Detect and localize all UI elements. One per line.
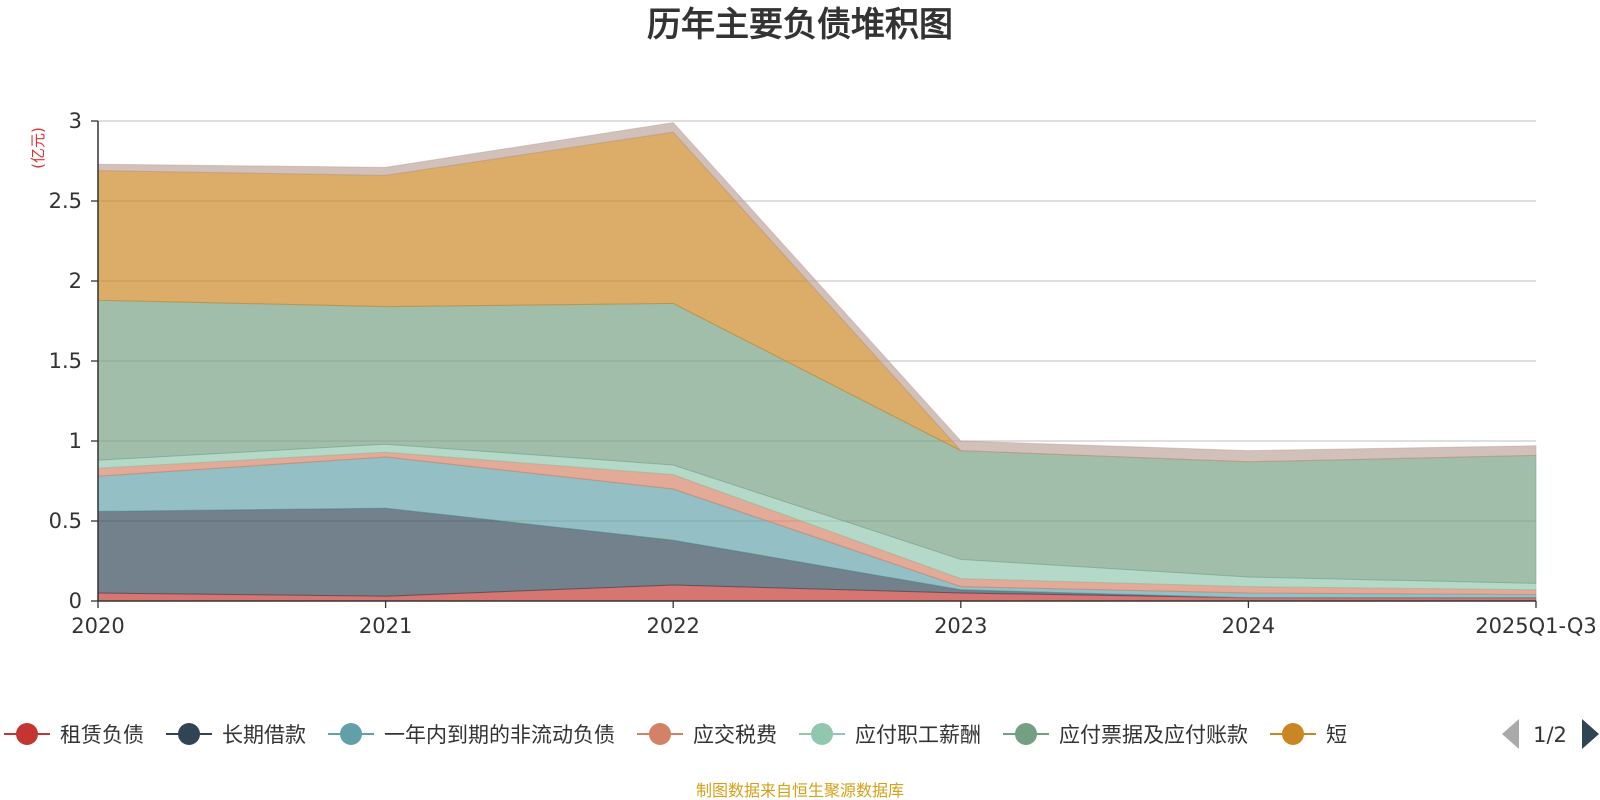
legend-page-indicator: 1/2 [1533, 723, 1567, 747]
legend-item[interactable]: 应付票据及应付账款 [1003, 723, 1248, 747]
y-tick-label: 0.5 [49, 509, 82, 533]
legend-marker-icon [1015, 723, 1037, 745]
axes: 0 0.5 1 1.5 2 2.5 3 2020 2021 2022 2023 2024 2025Q1-… [49, 109, 1597, 638]
legend-marker-icon [1282, 723, 1304, 745]
legend: 租赁负债 长期借款 一年内到期的非流动负债 应交税费 应付职工薪酬 应付票据及应付账款 短 1… [4, 719, 1599, 749]
legend-marker-icon [178, 723, 200, 745]
y-tick-label: 3 [69, 109, 82, 133]
legend-item[interactable]: 租赁负债 [4, 723, 144, 747]
legend-item[interactable]: 应付职工薪酬 [799, 723, 981, 747]
legend-marker-icon [340, 723, 362, 745]
legend-item[interactable]: 短 [1270, 723, 1347, 747]
chart-title: 历年主要负债堆积图 [647, 5, 953, 45]
y-tick-label: 2 [69, 269, 82, 293]
legend-label: 应付职工薪酬 [855, 723, 981, 747]
legend-marker-icon [649, 723, 671, 745]
data-source-note: 制图数据来自恒生聚源数据库 [696, 781, 904, 800]
area-series [97, 122, 1537, 602]
x-tick-label: 2020 [71, 614, 124, 638]
y-tick-label: 1.5 [49, 349, 82, 373]
y-unit-label: (亿元) [29, 127, 47, 169]
legend-next-page-icon[interactable] [1582, 719, 1599, 749]
y-tick-label: 2.5 [49, 189, 82, 213]
legend-label: 租赁负债 [60, 723, 144, 747]
legend-label: 一年内到期的非流动负债 [384, 723, 615, 747]
x-tick-label: 2023 [934, 614, 987, 638]
x-tick-label: 2021 [359, 614, 412, 638]
legend-prev-page-icon[interactable] [1502, 719, 1519, 749]
y-tick-label: 1 [69, 429, 82, 453]
y-tick-label: 0 [69, 589, 82, 613]
x-tick-label: 2022 [646, 614, 699, 638]
legend-item[interactable]: 一年内到期的非流动负债 [328, 723, 615, 747]
legend-marker-icon [811, 723, 833, 745]
legend-marker-icon [16, 723, 38, 745]
legend-label: 应交税费 [693, 723, 777, 747]
x-tick-label: 2024 [1222, 614, 1275, 638]
legend-label: 应付票据及应付账款 [1059, 723, 1248, 747]
area-其他 [97, 122, 1537, 463]
legend-item[interactable]: 长期借款 [166, 723, 306, 747]
x-tick-label: 2025Q1-Q3 [1475, 614, 1597, 638]
legend-label: 短 [1326, 723, 1347, 747]
legend-label: 长期借款 [222, 723, 306, 747]
legend-item[interactable]: 应交税费 [637, 723, 777, 747]
